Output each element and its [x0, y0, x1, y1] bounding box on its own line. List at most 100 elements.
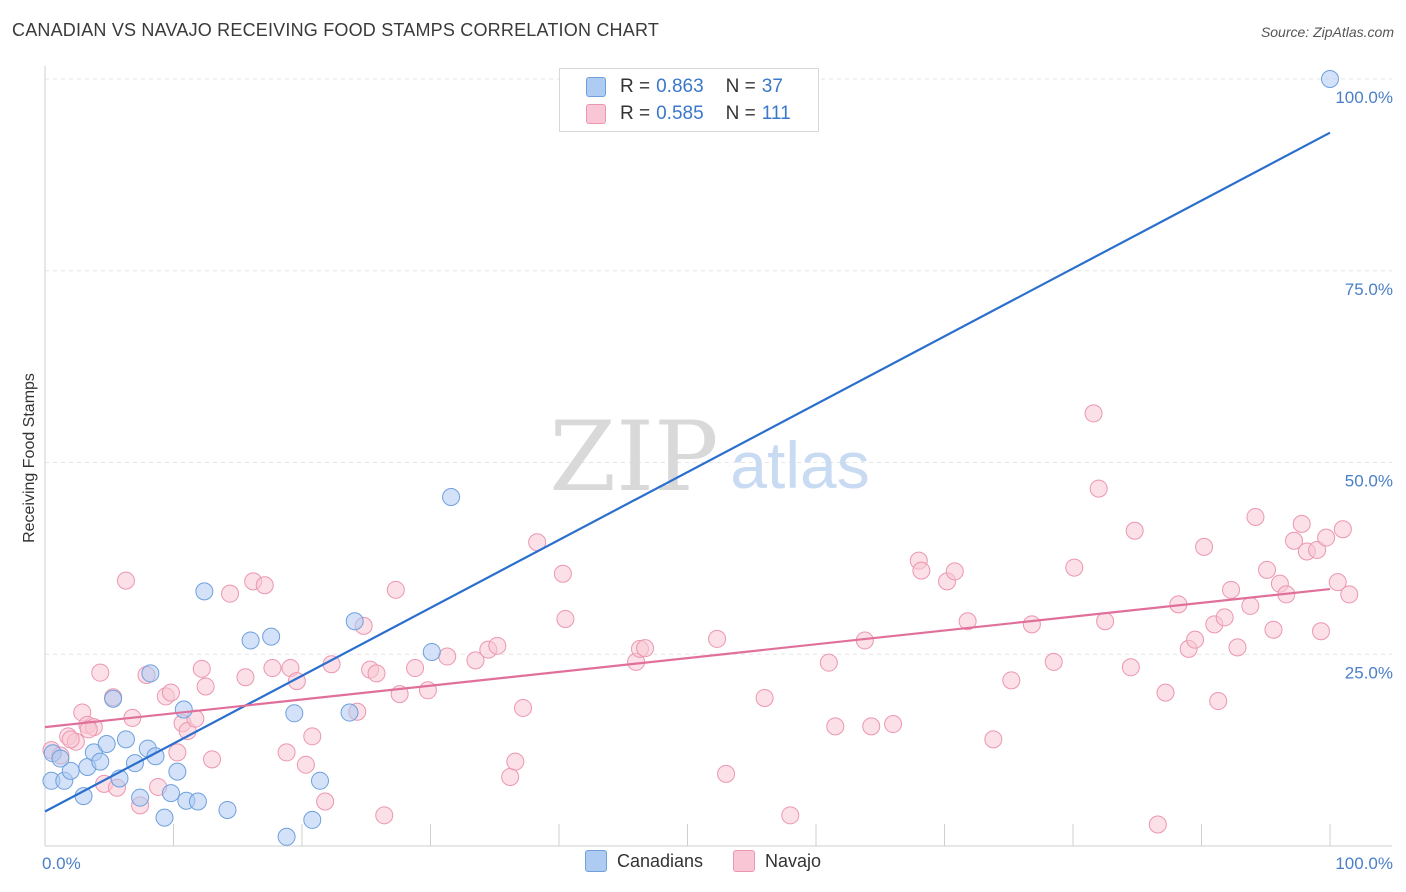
- point-navajo: [488, 636, 507, 655]
- point-navajo: [1317, 528, 1336, 547]
- series-canadians-points: [42, 70, 1339, 846]
- point-navajo: [277, 743, 296, 762]
- point-canadians: [340, 703, 359, 722]
- legend-n-value: 111: [761, 103, 791, 124]
- point-navajo: [91, 663, 110, 682]
- y-tick-label: 50.0%: [1345, 472, 1393, 491]
- legend-item-navajo[interactable]: Navajo: [733, 850, 821, 872]
- x-tick-label: 100.0%: [1335, 854, 1393, 873]
- point-navajo: [438, 647, 457, 666]
- point-canadians: [442, 488, 461, 507]
- y-tick-label: 75.0%: [1345, 280, 1393, 299]
- point-navajo: [1186, 630, 1205, 649]
- point-navajo: [161, 683, 180, 702]
- point-navajo: [61, 730, 80, 749]
- point-navajo: [1328, 573, 1347, 592]
- trend-lines: [44, 131, 1331, 813]
- point-canadians: [131, 788, 150, 807]
- legend-item-canadians[interactable]: Canadians: [584, 850, 704, 872]
- source-label: Source: ZipAtlas.com: [1260, 24, 1394, 40]
- point-navajo: [367, 664, 386, 683]
- y-tick-label: 25.0%: [1345, 663, 1393, 682]
- point-canadians: [91, 752, 110, 771]
- point-navajo: [1209, 692, 1228, 711]
- x-tick-label: 0.0%: [42, 854, 81, 873]
- point-canadians: [141, 664, 160, 683]
- legend-row-navajo: R = 0.585 N = 111: [586, 101, 791, 127]
- legend-r-value: 0.863: [656, 76, 704, 97]
- point-navajo: [1222, 580, 1241, 599]
- point-navajo: [945, 562, 964, 581]
- point-navajo: [819, 653, 838, 672]
- point-navajo: [1241, 596, 1260, 615]
- point-navajo: [168, 743, 187, 762]
- point-navajo: [912, 561, 931, 580]
- point-navajo: [1125, 521, 1144, 540]
- point-navajo: [296, 755, 315, 774]
- point-navajo: [862, 717, 881, 736]
- point-navajo: [781, 806, 800, 825]
- legend-swatch-canadians: [584, 850, 607, 872]
- legend-r-value: 0.585: [656, 103, 704, 124]
- point-canadians: [345, 612, 364, 631]
- point-navajo: [553, 564, 572, 583]
- legend-n-label: N =: [725, 103, 756, 124]
- point-navajo: [1084, 404, 1103, 423]
- point-canadians: [277, 827, 296, 846]
- point-navajo: [375, 806, 394, 825]
- point-canadians: [422, 642, 441, 661]
- legend-label-canadians: Canadians: [616, 850, 704, 871]
- point-navajo: [1089, 479, 1108, 498]
- point-navajo: [636, 639, 655, 658]
- point-navajo: [717, 764, 736, 783]
- point-navajo: [203, 750, 222, 769]
- point-navajo: [1215, 608, 1234, 627]
- point-navajo: [556, 609, 575, 628]
- watermark-atlas: atlas: [730, 428, 869, 502]
- legend-n-value: 37: [761, 76, 783, 97]
- point-canadians: [195, 582, 214, 601]
- point-navajo: [1333, 520, 1352, 539]
- point-navajo: [466, 651, 485, 670]
- point-navajo: [1148, 815, 1167, 834]
- watermark: ZIP atlas: [549, 401, 869, 513]
- point-navajo: [79, 720, 98, 739]
- point-navajo: [1312, 622, 1331, 641]
- legend-swatch-canadians: [586, 77, 606, 97]
- point-canadians: [61, 761, 80, 780]
- point-navajo: [1308, 540, 1327, 559]
- trend-line-canadians: [44, 131, 1331, 813]
- point-canadians: [168, 762, 187, 781]
- point-navajo: [236, 668, 255, 687]
- point-canadians: [241, 631, 260, 650]
- point-canadians: [188, 792, 207, 811]
- point-navajo: [514, 698, 533, 717]
- point-canadians: [155, 808, 174, 827]
- point-navajo: [1022, 615, 1041, 634]
- point-navajo: [386, 580, 405, 599]
- point-navajo: [1264, 620, 1283, 639]
- trend-line-navajo: [44, 587, 1331, 729]
- point-navajo: [406, 659, 425, 678]
- point-navajo: [1285, 531, 1304, 550]
- point-navajo: [1195, 537, 1214, 556]
- point-navajo: [1121, 658, 1140, 677]
- point-canadians: [116, 730, 135, 749]
- point-navajo: [826, 717, 845, 736]
- point-navajo: [884, 715, 903, 734]
- y-axis-label: Receiving Food Stamps: [21, 373, 38, 543]
- axes: [44, 66, 1392, 847]
- watermark-zip: ZIP: [549, 401, 718, 513]
- point-navajo: [1002, 671, 1021, 690]
- legend-swatch-navajo: [733, 850, 756, 872]
- legend-swatch-navajo: [586, 104, 606, 124]
- legend-row-canadians: R = 0.863 N = 37: [586, 74, 783, 100]
- point-navajo: [263, 659, 282, 678]
- point-canadians: [174, 700, 193, 719]
- point-navajo: [755, 688, 774, 707]
- legend-r-label: R =: [620, 103, 651, 124]
- point-navajo: [501, 767, 520, 786]
- point-navajo: [958, 612, 977, 631]
- point-navajo: [255, 576, 274, 595]
